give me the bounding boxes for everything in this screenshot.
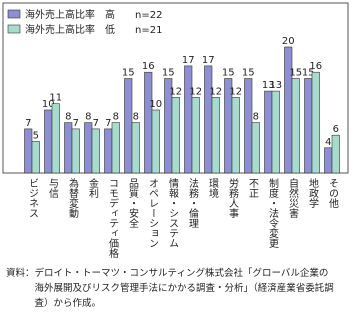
bar xyxy=(44,109,53,174)
value-label: 4 xyxy=(325,137,331,148)
x-tick-label: 労務人事 xyxy=(227,177,239,218)
value-label: 20 xyxy=(282,36,295,47)
value-label: 15 xyxy=(242,68,255,79)
bar xyxy=(211,97,220,174)
bar xyxy=(124,78,133,174)
x-tick-label: 制度・法令変更 xyxy=(267,177,279,249)
value-label: 13 xyxy=(262,80,275,91)
bar xyxy=(184,65,193,174)
legend-label: 海外売上高比率 低 n=21 xyxy=(25,23,162,36)
value-label: 10 xyxy=(149,99,162,110)
bar xyxy=(324,147,333,174)
x-tick-label: 自然災害 xyxy=(287,177,299,219)
value-label: 6 xyxy=(333,124,339,135)
bar xyxy=(291,78,300,174)
bar xyxy=(284,46,293,174)
bar xyxy=(264,90,273,174)
source-text: デロイト・トーマツ・コンサルティング株式会社「グローバル企業の海外展開及びリスク… xyxy=(34,268,334,309)
x-tick-label: 与信 xyxy=(47,178,59,199)
x-tick-label: 品質・安全 xyxy=(127,178,139,228)
bar xyxy=(244,78,253,174)
value-label: 13 xyxy=(269,80,282,91)
bar xyxy=(24,128,33,174)
x-tick-label: 為替変動 xyxy=(67,177,79,219)
bar xyxy=(131,122,140,174)
value-label: 8 xyxy=(113,112,119,123)
bar xyxy=(51,103,60,174)
bar xyxy=(271,90,280,174)
value-label: 12 xyxy=(169,86,182,97)
bar xyxy=(31,141,40,174)
bar xyxy=(171,97,180,174)
value-label: 12 xyxy=(209,86,222,97)
legend-box xyxy=(6,6,156,38)
x-tick-label: 不正 xyxy=(247,178,259,198)
value-label: 7 xyxy=(25,118,31,129)
value-label: 8 xyxy=(133,112,139,123)
bar xyxy=(144,71,153,174)
x-tick-label: 情報・システム xyxy=(167,177,179,248)
value-label: 11 xyxy=(49,93,62,104)
value-label: 15 xyxy=(122,68,135,79)
value-label: 16 xyxy=(142,61,155,72)
value-label: 15 xyxy=(162,68,175,79)
bar xyxy=(331,134,340,174)
bar xyxy=(84,122,93,174)
x-tick-label: 環境 xyxy=(207,178,219,199)
value-label: 10 xyxy=(42,99,55,110)
x-tick-label: ビジネス xyxy=(27,178,39,218)
value-label: 8 xyxy=(85,112,91,123)
source-note: 資料： デロイト・トーマツ・コンサルティング株式会社「グローバル企業の海外展開及… xyxy=(6,266,348,311)
source-label: 資料： xyxy=(6,268,35,279)
bar xyxy=(91,128,100,174)
bar xyxy=(231,97,240,174)
value-label: 7 xyxy=(93,118,99,129)
bar xyxy=(311,71,320,174)
x-tick-label: 地政学 xyxy=(307,177,319,208)
x-tick-label: オペレーション xyxy=(147,178,159,248)
x-tick-label: その他 xyxy=(327,178,339,209)
value-label: 8 xyxy=(65,112,71,123)
value-label: 16 xyxy=(309,61,322,72)
value-label: 15 xyxy=(302,68,315,79)
bar xyxy=(64,122,73,174)
bar xyxy=(204,65,213,174)
chart: 75ビジネス1011与信87為替変動87金利78コモディティ価格158品質・安全… xyxy=(2,2,349,259)
value-label: 7 xyxy=(73,118,79,129)
value-label: 12 xyxy=(229,86,242,97)
value-label: 17 xyxy=(182,55,195,66)
value-label: 7 xyxy=(105,118,111,129)
value-label: 17 xyxy=(202,55,215,66)
value-label: 8 xyxy=(253,112,259,123)
value-label: 15 xyxy=(289,68,302,79)
value-label: 5 xyxy=(33,131,39,142)
bar xyxy=(304,78,313,174)
bar xyxy=(251,122,260,174)
x-tick-label: 法務・倫理 xyxy=(187,177,199,228)
legend-swatch xyxy=(7,9,21,19)
legend-label: 海外売上高比率 高 n=22 xyxy=(25,8,162,21)
bar xyxy=(104,128,113,174)
bar xyxy=(71,128,80,174)
bar xyxy=(151,109,160,174)
bar xyxy=(111,122,120,174)
value-label: 15 xyxy=(222,68,235,79)
x-tick-label: コモディティ価格 xyxy=(107,178,119,259)
bar xyxy=(191,97,200,174)
value-label: 12 xyxy=(189,86,202,97)
legend-swatch xyxy=(7,24,21,34)
x-tick-label: 金利 xyxy=(87,177,99,198)
